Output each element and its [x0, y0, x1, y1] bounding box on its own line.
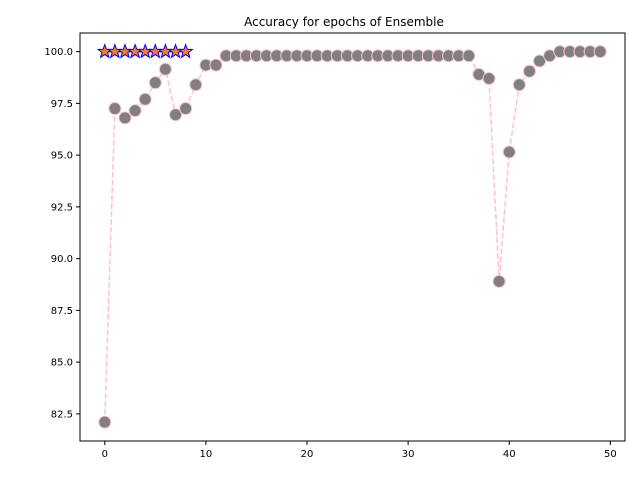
y-tick-label: 85.0 — [51, 358, 73, 369]
x-tick-label: 30 — [402, 449, 415, 460]
star-marker — [177, 43, 194, 59]
data-point — [533, 54, 547, 68]
data-point — [138, 92, 152, 106]
data-point — [209, 58, 223, 72]
data-point — [158, 62, 172, 76]
y-tick-label: 95.0 — [51, 151, 73, 162]
data-point — [169, 108, 183, 122]
y-tick-label: 82.5 — [51, 409, 73, 420]
x-tick-label: 10 — [200, 449, 213, 460]
x-tick-label: 20 — [301, 449, 314, 460]
data-point — [522, 64, 536, 78]
y-axis: 82.5 85.0 87.5 90.0 92.5 95.0 97.5 100.0 — [44, 47, 80, 420]
axes-frame — [79, 32, 626, 442]
y-tick-label: 92.5 — [51, 202, 73, 213]
plot-area — [96, 43, 607, 429]
data-point — [492, 274, 506, 288]
data-point — [593, 45, 607, 59]
data-point — [189, 78, 203, 92]
x-axis: 0 10 20 30 40 50 — [102, 441, 617, 460]
y-tick-label: 100.0 — [44, 47, 73, 58]
x-tick-label: 40 — [503, 449, 516, 460]
x-tick-label: 0 — [102, 449, 108, 460]
y-tick-label: 90.0 — [51, 254, 73, 265]
data-point — [118, 111, 132, 125]
data-point — [98, 415, 112, 429]
data-point — [128, 104, 142, 118]
data-point — [462, 49, 476, 63]
y-tick-label: 87.5 — [51, 306, 73, 317]
x-tick-label: 50 — [604, 449, 617, 460]
data-point — [502, 145, 516, 159]
data-point — [108, 102, 122, 116]
data-point — [179, 102, 193, 116]
data-point — [482, 72, 496, 86]
data-point — [512, 78, 526, 92]
data-point — [148, 76, 162, 90]
chart-title: Accuracy for epochs of Ensemble — [244, 15, 444, 29]
y-tick-label: 97.5 — [51, 99, 73, 110]
